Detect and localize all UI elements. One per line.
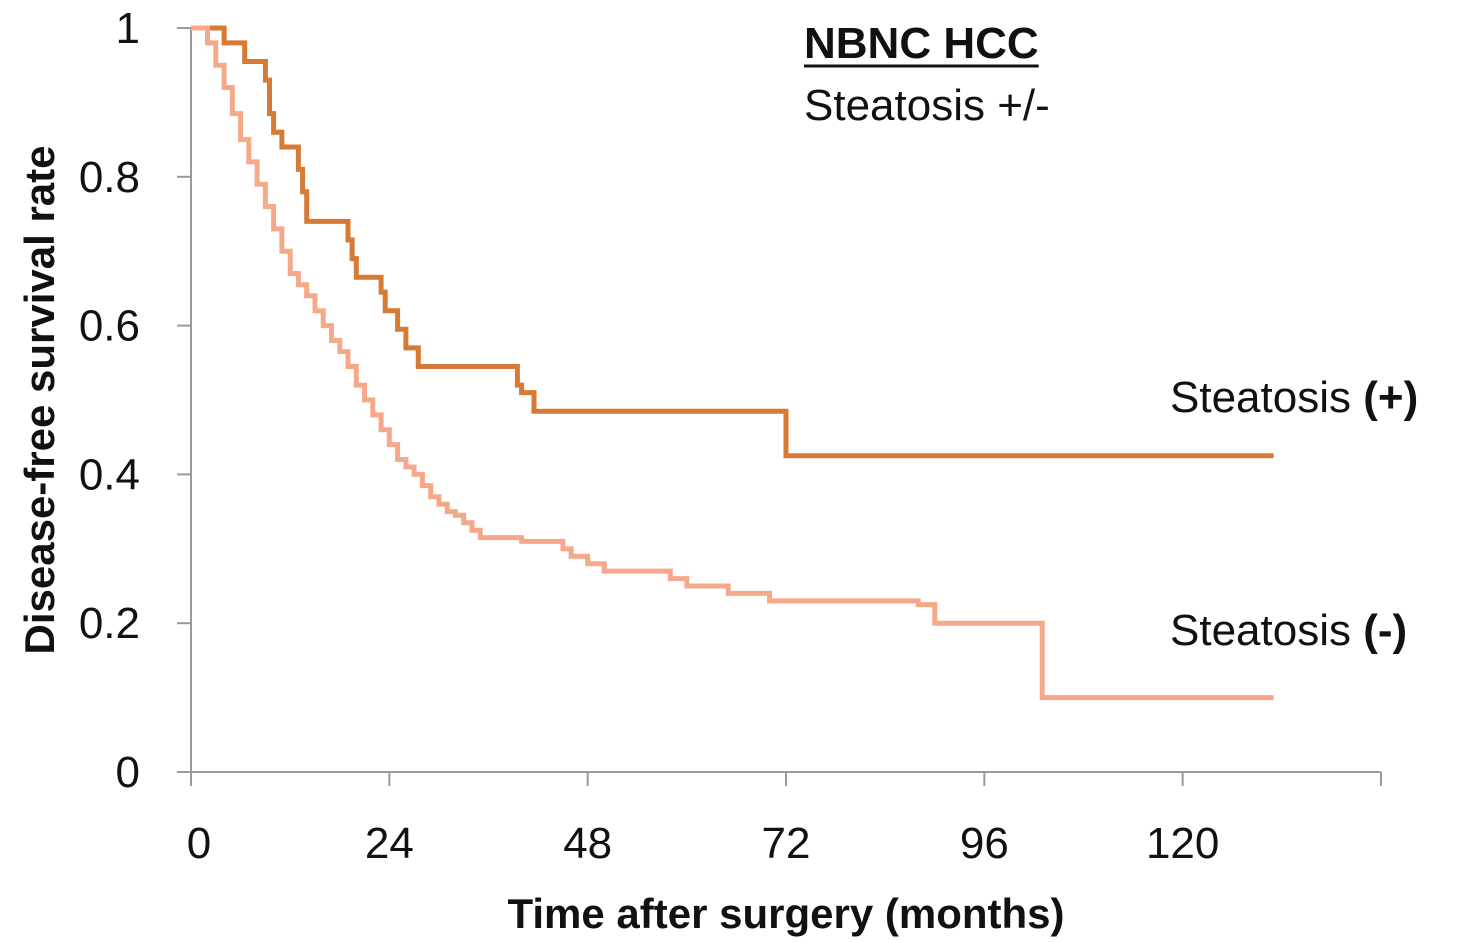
- chart-subtitle: Steatosis +/-: [804, 81, 1050, 130]
- x-tick-label: 120: [1146, 819, 1219, 868]
- x-tick-label: 0: [187, 819, 211, 868]
- series-label-steatosis-negative: Steatosis (-): [1170, 606, 1407, 655]
- x-tick-label: 72: [762, 819, 811, 868]
- x-tick-label: 48: [563, 819, 612, 868]
- series-line-steatosis-negative: [191, 25, 1274, 701]
- y-tick-label: 0: [116, 748, 140, 797]
- series-label-name: Steatosis: [1170, 373, 1363, 422]
- chart-title-block: NBNC HCC Steatosis +/-: [804, 19, 1050, 130]
- series-label-sign: (-): [1363, 606, 1407, 655]
- chart-title: NBNC HCC: [804, 19, 1039, 68]
- series-label-sign: (+): [1363, 373, 1418, 422]
- series-label-name: Steatosis: [1170, 606, 1363, 655]
- axes: 0 0.2 0.4 0.6 0.8 1 0 24 48 72 96 120: [79, 4, 1382, 868]
- x-tick-label: 96: [960, 819, 1009, 868]
- y-tick-label: 0.8: [79, 153, 140, 202]
- y-tick-label: 0.4: [79, 450, 140, 499]
- series-label-steatosis-positive: Steatosis (+): [1170, 373, 1418, 422]
- x-axis-title: Time after surgery (months): [507, 890, 1064, 937]
- series-line-steatosis-positive: [191, 25, 1274, 459]
- series-group: [191, 25, 1274, 701]
- x-tick-label: 24: [365, 819, 414, 868]
- y-axis-title: Disease-free survival rate: [16, 146, 63, 655]
- y-tick-label: 1: [116, 4, 140, 53]
- y-tick-label: 0.6: [79, 302, 140, 351]
- y-tick-label: 0.2: [79, 599, 140, 648]
